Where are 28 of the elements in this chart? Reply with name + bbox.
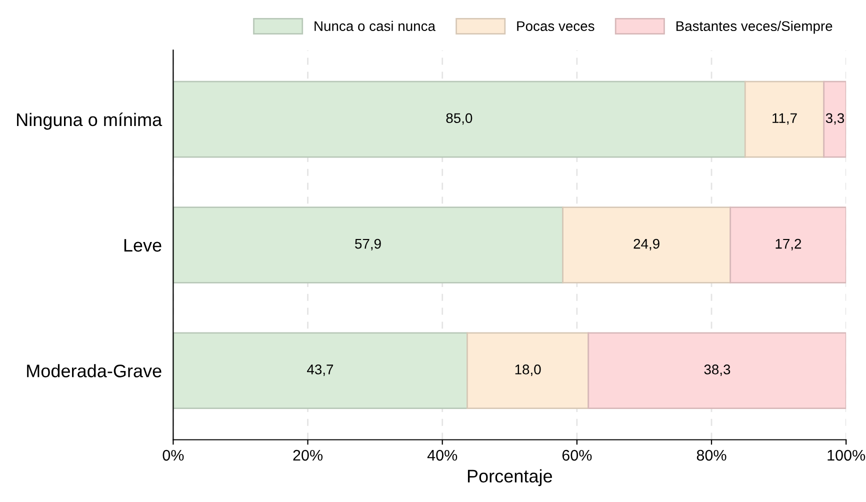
legend-label: Nunca o casi nunca — [314, 20, 436, 32]
x-tick-label: 100% — [828, 450, 866, 461]
x-tick-label: 20% — [293, 450, 323, 461]
bar — [730, 206, 846, 284]
data-label: 38,3 — [704, 364, 730, 376]
y-tick-label: Moderada-Grave — [27, 364, 162, 378]
data-label: 18,0 — [515, 364, 541, 376]
data-label: 3,3 — [826, 113, 844, 125]
legend-label: Pocas veces — [517, 21, 594, 32]
data-label: 11,7 — [772, 113, 797, 125]
legend-label: Bastantes veces/Siempre — [676, 20, 832, 34]
bar — [744, 80, 825, 158]
bar — [562, 206, 732, 284]
data-label: 85,0 — [446, 113, 472, 125]
data-label: 57,9 — [355, 238, 381, 250]
bar — [588, 332, 846, 410]
bar — [823, 80, 846, 158]
x-tick-label: 0% — [162, 450, 184, 461]
x-tick-label: 80% — [696, 450, 726, 461]
bar — [466, 332, 590, 410]
x-tick-label: 40% — [427, 450, 458, 461]
data-label: 24,9 — [634, 238, 660, 250]
data-label: 43,7 — [307, 364, 334, 376]
y-tick-label: Ninguna o mínima — [17, 112, 162, 130]
data-label: 17,2 — [776, 238, 802, 250]
x-tick-label: 60% — [562, 450, 592, 461]
y-tick-label: Leve — [124, 239, 162, 252]
x-axis-title: Porcentaje — [468, 469, 552, 486]
